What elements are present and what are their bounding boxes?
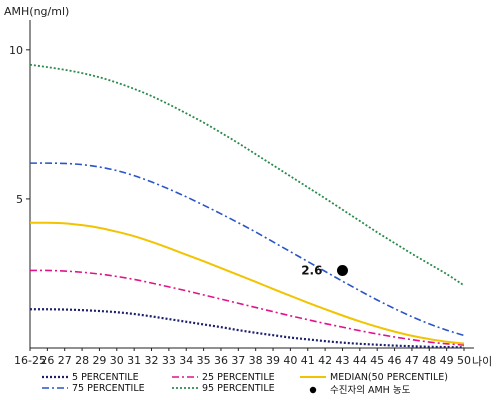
legend: 5 PERCENTILE 25 PERCENTILE MEDIAN(50 PERCE… [42,372,448,396]
x-tick-label: 41 [301,354,315,367]
x-tick-label: 16-25 [14,354,46,367]
x-tick-label: 47 [405,354,419,367]
x-tick-label: 36 [214,354,228,367]
x-tick-label: 49 [440,354,454,367]
x-tick-label: 31 [127,354,141,367]
axes: AMH(ng/ml) 나이 [4,5,492,368]
x-tick-label: 38 [249,354,263,367]
patient-amh-point [336,264,348,276]
x-tick-label: 28 [75,354,89,367]
x-tick-label: 29 [92,354,106,367]
x-tick-label: 27 [58,354,72,367]
legend-label: 25 PERCENTILE [202,372,275,383]
x-tick-label: 45 [370,354,384,367]
x-tick-label: 30 [110,354,124,367]
legend-label: MEDIAN(50 PERCENTILE) [330,372,448,383]
series-line-25-percentile [29,269,465,346]
y-ticks: 5 10 [9,44,30,206]
series-line-median-50-percentile [29,221,465,345]
legend-label: 5 PERCENTILE [72,372,139,383]
x-tick-label: 48 [422,354,436,367]
x-tick-label: 50 [457,354,471,367]
legend-label: 95 PERCENTILE [202,383,275,394]
x-axis-title: 나이 [472,355,492,368]
x-tick-label: 44 [353,354,367,367]
x-tick-label: 33 [162,354,176,367]
series-line-5-percentile [29,308,465,349]
legend-label: 75 PERCENTILE [72,383,145,394]
x-tick-label: 39 [266,354,280,367]
x-tick-label: 35 [197,354,211,367]
x-tick-label: 26 [40,354,54,367]
legend-label: 수진자의 AMH 농도 [330,385,411,396]
series-lines [29,63,465,349]
series-line-95-percentile [29,63,465,287]
annotation-group: 2.6 [301,263,348,277]
x-tick-label: 46 [388,354,402,367]
y-axis-title: AMH(ng/ml) [4,5,69,18]
x-tick-label: 37 [231,354,245,367]
y-tick-label: 10 [9,44,23,57]
patient-amh-value-label: 2.6 [301,263,322,277]
series-line-75-percentile [29,162,465,337]
x-tick-label: 34 [179,354,193,367]
x-tick-label: 43 [335,354,349,367]
x-tick-label: 32 [145,354,159,367]
legend-marker [309,386,317,394]
y-tick-label: 5 [16,193,23,206]
x-tick-label: 40 [283,354,297,367]
x-tick-label: 42 [318,354,332,367]
